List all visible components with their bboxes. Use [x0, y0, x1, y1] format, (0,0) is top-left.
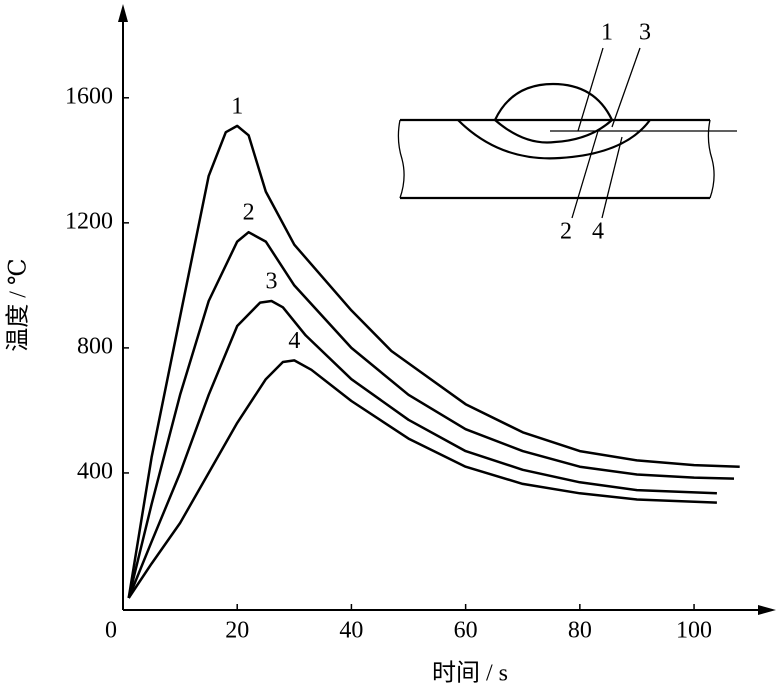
weld-inset: 1 3 2 4 [397, 20, 737, 245]
x-tick-label: 0 [105, 618, 117, 644]
y-axis-arrow [118, 4, 128, 22]
curve [127, 230, 735, 599]
curve-label: 4 [288, 328, 300, 354]
x-axis-label: 时间 / s [432, 660, 508, 687]
y-tick-label: 800 [77, 333, 113, 359]
x-tick-label: 60 [454, 618, 478, 644]
curve [127, 359, 717, 599]
curve-label: 1 [231, 93, 243, 119]
curve-label: 2 [243, 200, 255, 226]
x-tick-label: 80 [568, 618, 592, 644]
x-tick-label: 100 [676, 618, 712, 644]
inset-label: 3 [639, 20, 651, 46]
y-tick-label: 1200 [65, 208, 113, 234]
curve [127, 124, 740, 599]
inset-label: 1 [601, 20, 613, 46]
y-tick-label: 400 [77, 458, 113, 484]
x-axis-arrow [758, 605, 776, 615]
curve-label: 3 [265, 269, 277, 295]
x-tick-label: 20 [225, 618, 249, 644]
y-axis-label: 温度 / ℃ [5, 258, 32, 352]
y-tick-label: 1600 [65, 83, 113, 109]
inset-label: 2 [560, 219, 572, 245]
curve [127, 299, 717, 599]
inset-label: 4 [592, 219, 604, 245]
x-tick-label: 40 [339, 618, 363, 644]
